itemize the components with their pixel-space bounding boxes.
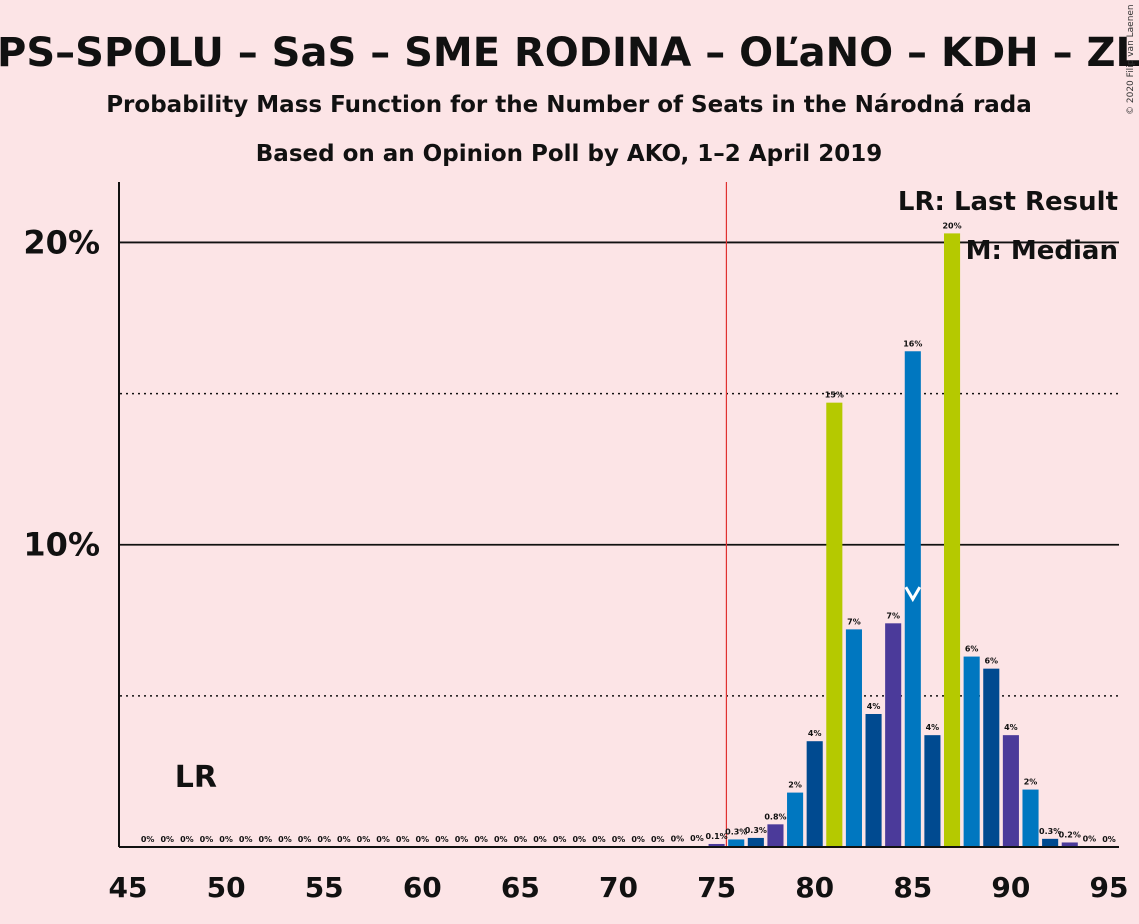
- data-label-seat-46: 0%: [141, 835, 155, 844]
- axes-group: 10% 20% 45 50 55 60 65 70 75 80 85 90 95: [23, 182, 1128, 904]
- data-label-seat-84: 7%: [886, 611, 900, 620]
- data-label-seat-78: 0.8%: [764, 812, 786, 821]
- x-tick-label: 65: [501, 871, 540, 904]
- x-tick-label: 85: [893, 871, 932, 904]
- data-label-seat-54: 0%: [298, 835, 312, 844]
- x-tick-label: 60: [403, 871, 442, 904]
- bar-seat-91: [1022, 789, 1039, 847]
- data-label-seat-87: 20%: [942, 221, 961, 230]
- chart-title: PS–SPOLU – SaS – SME RODINA – OĽaNO – KD…: [0, 30, 1139, 76]
- bar-seat-78: [767, 824, 784, 847]
- x-tick-label: 55: [305, 871, 344, 904]
- bar-seat-92: [1042, 838, 1059, 847]
- chart-subtitle-1: Probability Mass Function for the Number…: [106, 92, 1032, 118]
- data-label-seat-61: 0%: [435, 835, 449, 844]
- data-label-seat-90: 4%: [1004, 723, 1018, 732]
- copyright-note: © 2020 Filip van Laenen: [1126, 4, 1136, 115]
- data-label-seat-93: 0.2%: [1059, 830, 1081, 839]
- data-label-seat-77: 0.3%: [745, 826, 767, 835]
- bars-group: [669, 233, 1098, 848]
- x-tick-label: 80: [795, 871, 834, 904]
- data-label-seat-70: 0%: [612, 835, 626, 844]
- x-tick-label: 90: [991, 871, 1030, 904]
- data-label-seat-52: 0%: [259, 835, 273, 844]
- data-label-seat-55: 0%: [317, 835, 331, 844]
- data-label-seat-48: 0%: [180, 835, 194, 844]
- data-label-seat-74: 0%: [690, 834, 704, 843]
- bar-seat-84: [885, 623, 902, 847]
- bar-seat-75: [708, 843, 725, 847]
- data-label-seat-57: 0%: [357, 835, 371, 844]
- data-label-seat-95: 0%: [1102, 835, 1116, 844]
- data-label-seat-53: 0%: [278, 835, 292, 844]
- data-label-seat-47: 0%: [160, 835, 174, 844]
- data-label-seat-50: 0%: [219, 835, 233, 844]
- x-tick-label: 50: [207, 871, 246, 904]
- bar-seat-87: [943, 233, 961, 848]
- data-label-seat-76: 0.3%: [725, 827, 747, 836]
- data-label-seat-80: 4%: [808, 729, 822, 738]
- bar-seat-89: [983, 668, 1000, 847]
- median-marker: [904, 586, 922, 603]
- bar-seat-81: [826, 402, 843, 847]
- legend-last-result: LR: Last Result: [898, 187, 1118, 217]
- data-label-seat-67: 0%: [553, 835, 567, 844]
- data-label-seat-82: 7%: [847, 617, 861, 626]
- data-label-seat-59: 0%: [396, 835, 410, 844]
- x-tick-label: 45: [109, 871, 148, 904]
- data-label-seat-88: 6%: [965, 645, 979, 654]
- bar-seat-83: [865, 714, 882, 847]
- y-tick-label: 10%: [23, 526, 100, 564]
- data-label-seat-65: 0%: [514, 835, 528, 844]
- data-label-seat-92: 0.3%: [1039, 827, 1061, 836]
- bar-seat-86: [924, 735, 941, 847]
- data-label-seat-91: 2%: [1024, 778, 1038, 787]
- data-label-seat-94: 0%: [1083, 834, 1097, 843]
- data-label-seat-72: 0%: [651, 835, 665, 844]
- data-label-seat-79: 2%: [788, 781, 802, 790]
- data-label-seat-73: 0%: [671, 835, 685, 844]
- data-label-seat-81: 15%: [825, 391, 844, 400]
- data-label-seat-64: 0%: [494, 835, 508, 844]
- bar-seat-90: [1002, 735, 1019, 847]
- legend-median: M: Median: [966, 236, 1118, 266]
- chart-subtitle-2: Based on an Opinion Poll by AKO, 1–2 Apr…: [256, 141, 882, 167]
- data-label-seat-83: 4%: [867, 702, 881, 711]
- data-label-seat-58: 0%: [376, 835, 390, 844]
- data-label-seat-60: 0%: [416, 835, 430, 844]
- last-result-marker: LR: [175, 760, 217, 795]
- data-label-seat-71: 0%: [631, 835, 645, 844]
- legend: LR: Last Result M: Median: [898, 187, 1118, 266]
- data-label-seat-63: 0%: [474, 835, 488, 844]
- y-tick-label: 20%: [23, 223, 100, 261]
- data-label-seat-69: 0%: [592, 835, 606, 844]
- bar-seat-93: [1061, 842, 1078, 847]
- data-label-seat-49: 0%: [200, 835, 214, 844]
- bar-seat-82: [845, 629, 862, 847]
- data-label-seat-62: 0%: [455, 835, 469, 844]
- bar-seat-80: [806, 741, 823, 847]
- data-label-seat-86: 4%: [926, 723, 940, 732]
- x-tick-label: 70: [599, 871, 638, 904]
- data-label-seat-51: 0%: [239, 835, 253, 844]
- data-label-seat-56: 0%: [337, 835, 351, 844]
- data-label-seat-85: 16%: [903, 339, 922, 348]
- data-labels-group: 0% 0% 0% 0% 0% 0% 0% 0% 0% 0% 0% 0% 0% 0% 0% 0% 0% 0% 0% 0%…: [141, 221, 1116, 844]
- bar-seat-88: [963, 656, 980, 847]
- data-label-seat-66: 0%: [533, 835, 547, 844]
- x-tick-label: 75: [697, 871, 736, 904]
- data-label-seat-75: 0.1%: [706, 832, 728, 841]
- bar-seat-77: [747, 837, 764, 847]
- x-tick-label: 95: [1090, 871, 1129, 904]
- data-label-seat-68: 0%: [572, 835, 586, 844]
- bar-seat-76: [728, 839, 745, 847]
- bar-seat-79: [787, 792, 804, 847]
- data-label-seat-89: 6%: [984, 657, 998, 666]
